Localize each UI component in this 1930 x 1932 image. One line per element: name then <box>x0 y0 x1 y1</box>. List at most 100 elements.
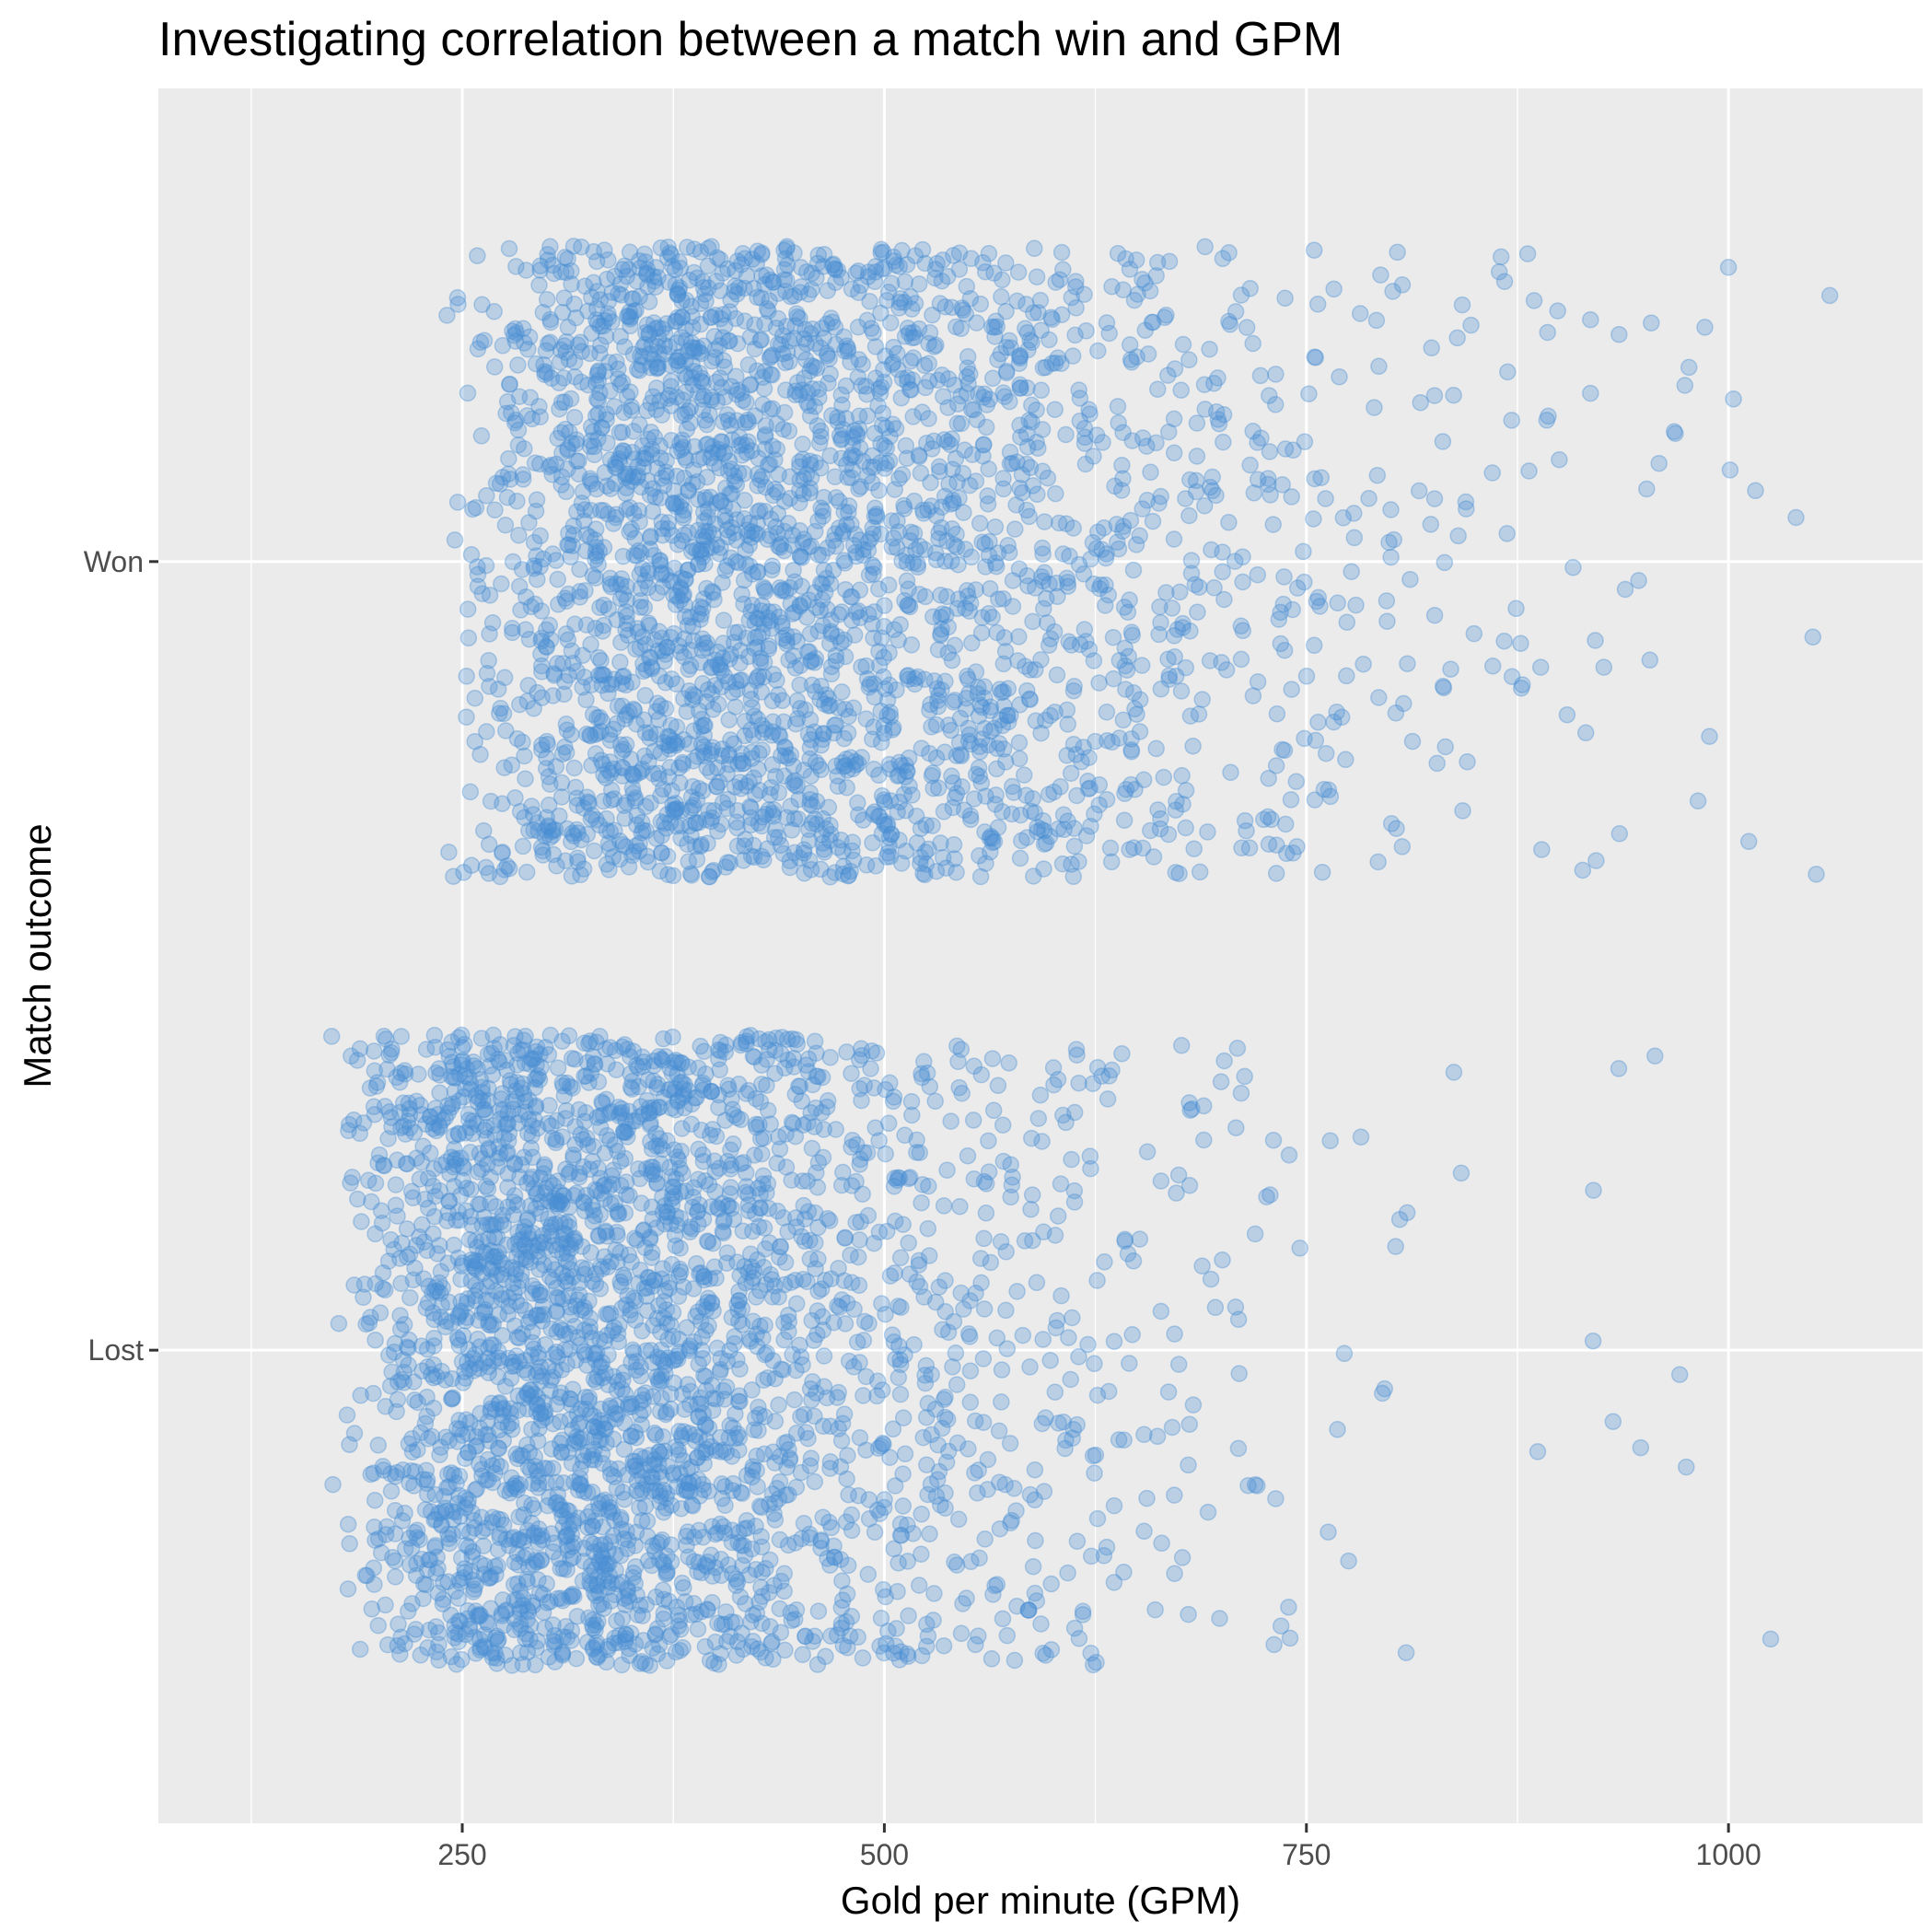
data-point <box>581 1032 599 1050</box>
data-point <box>1011 479 1029 497</box>
data-point <box>517 621 534 639</box>
data-point <box>782 746 800 763</box>
data-point <box>1087 540 1106 557</box>
data-point <box>1721 461 1739 479</box>
data-point <box>879 576 898 594</box>
data-point <box>1010 734 1029 751</box>
data-point <box>448 494 467 511</box>
data-point <box>1787 508 1805 527</box>
data-point <box>1123 1326 1141 1344</box>
data-point <box>795 841 813 859</box>
data-point <box>981 390 998 408</box>
data-point <box>831 634 850 652</box>
data-point <box>696 489 715 506</box>
data-point <box>398 1220 416 1238</box>
data-point <box>459 600 477 618</box>
data-point <box>875 1581 892 1599</box>
data-point <box>596 241 613 259</box>
data-point <box>1423 339 1440 357</box>
data-point <box>839 340 857 357</box>
data-point <box>495 861 514 879</box>
data-point <box>1220 312 1238 331</box>
data-point <box>918 1456 936 1473</box>
data-point <box>814 1417 832 1436</box>
data-point <box>939 267 957 285</box>
data-point <box>511 803 529 821</box>
data-point <box>540 768 558 786</box>
data-point <box>875 243 892 261</box>
data-point <box>1393 838 1412 855</box>
data-point <box>976 262 994 281</box>
data-point <box>1249 565 1267 584</box>
data-point <box>671 644 690 661</box>
data-point <box>1075 739 1092 756</box>
data-point <box>729 279 748 297</box>
data-point <box>365 1042 383 1060</box>
data-point <box>1061 547 1078 565</box>
data-point <box>771 539 789 556</box>
data-point <box>387 1196 405 1215</box>
data-point <box>680 735 698 753</box>
data-point <box>1122 741 1140 759</box>
data-point <box>1023 413 1041 431</box>
data-point <box>936 297 954 316</box>
data-point <box>732 256 750 274</box>
data-point <box>971 515 989 532</box>
data-point <box>881 847 900 866</box>
data-point <box>666 261 684 279</box>
data-point <box>1120 647 1137 666</box>
data-point <box>646 488 664 506</box>
data-point <box>675 586 693 603</box>
data-point <box>582 809 600 828</box>
data-point <box>555 337 574 355</box>
data-point <box>600 726 619 743</box>
data-point <box>1090 674 1108 692</box>
data-point <box>857 710 875 727</box>
data-point <box>685 632 703 649</box>
data-point <box>1435 679 1453 697</box>
data-point <box>1587 852 1605 869</box>
data-point <box>382 1483 401 1500</box>
data-point <box>788 710 807 727</box>
data-point <box>968 314 985 332</box>
data-point <box>369 1437 388 1454</box>
data-point <box>1011 347 1029 366</box>
data-point <box>483 1508 502 1527</box>
data-point <box>542 456 560 474</box>
data-point <box>859 1565 878 1583</box>
data-point <box>1312 469 1331 486</box>
data-point <box>622 520 641 538</box>
data-point <box>1531 658 1550 676</box>
data-point <box>1065 678 1083 695</box>
data-point <box>1117 780 1135 798</box>
data-point <box>1029 439 1047 457</box>
data-point <box>1252 429 1270 447</box>
data-point <box>982 1650 1001 1668</box>
data-point <box>455 864 472 881</box>
data-point <box>1014 1326 1032 1344</box>
data-point <box>1804 628 1822 646</box>
data-point <box>1261 486 1279 504</box>
data-point <box>839 343 856 360</box>
data-point <box>799 1050 818 1068</box>
data-point <box>1031 291 1050 309</box>
data-point <box>924 1612 942 1629</box>
data-point <box>994 470 1012 487</box>
data-point <box>1329 594 1346 612</box>
data-point <box>1180 1456 1197 1474</box>
data-point <box>1261 1186 1279 1204</box>
data-point <box>1147 739 1165 758</box>
data-point <box>1123 432 1141 449</box>
data-point <box>613 424 632 441</box>
data-point <box>866 369 885 387</box>
data-point <box>1195 376 1214 393</box>
data-point <box>1075 419 1094 437</box>
data-point <box>974 1350 993 1368</box>
data-point <box>1551 450 1568 469</box>
data-point <box>548 857 565 875</box>
data-point <box>733 586 750 603</box>
data-point <box>1064 347 1082 365</box>
data-point <box>693 390 712 408</box>
data-point <box>1317 744 1335 762</box>
data-point <box>986 518 1005 536</box>
